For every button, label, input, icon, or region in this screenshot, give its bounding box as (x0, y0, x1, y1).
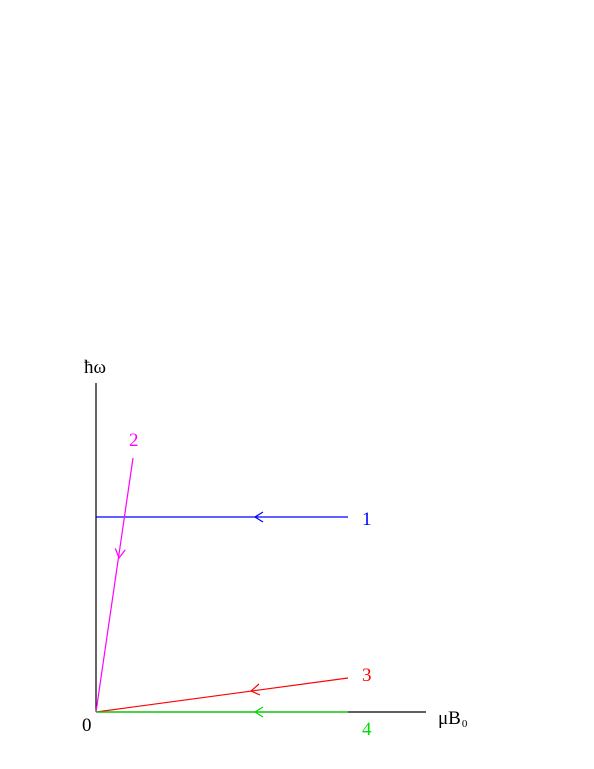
line-label: 2 (129, 430, 139, 451)
origin-label: 0 (82, 715, 92, 736)
line-label: 3 (362, 665, 372, 686)
x-label-main: μB (438, 708, 461, 729)
line-1: 1 (96, 509, 372, 530)
line (95, 457, 134, 713)
arrowhead (253, 511, 264, 523)
y-axis-label: ħω (84, 357, 106, 378)
line-2: 2 (95, 430, 139, 713)
arrowhead (114, 548, 126, 560)
line (95, 677, 349, 713)
x-label-subscript: 0 (462, 718, 468, 730)
line-label: 1 (362, 509, 372, 530)
line-4: 4 (96, 706, 372, 740)
line-3: 3 (95, 665, 372, 713)
arrowhead (249, 683, 261, 696)
arrowhead (253, 706, 264, 718)
line-label: 4 (362, 719, 372, 740)
x-axis-label: μB0 (438, 708, 468, 730)
